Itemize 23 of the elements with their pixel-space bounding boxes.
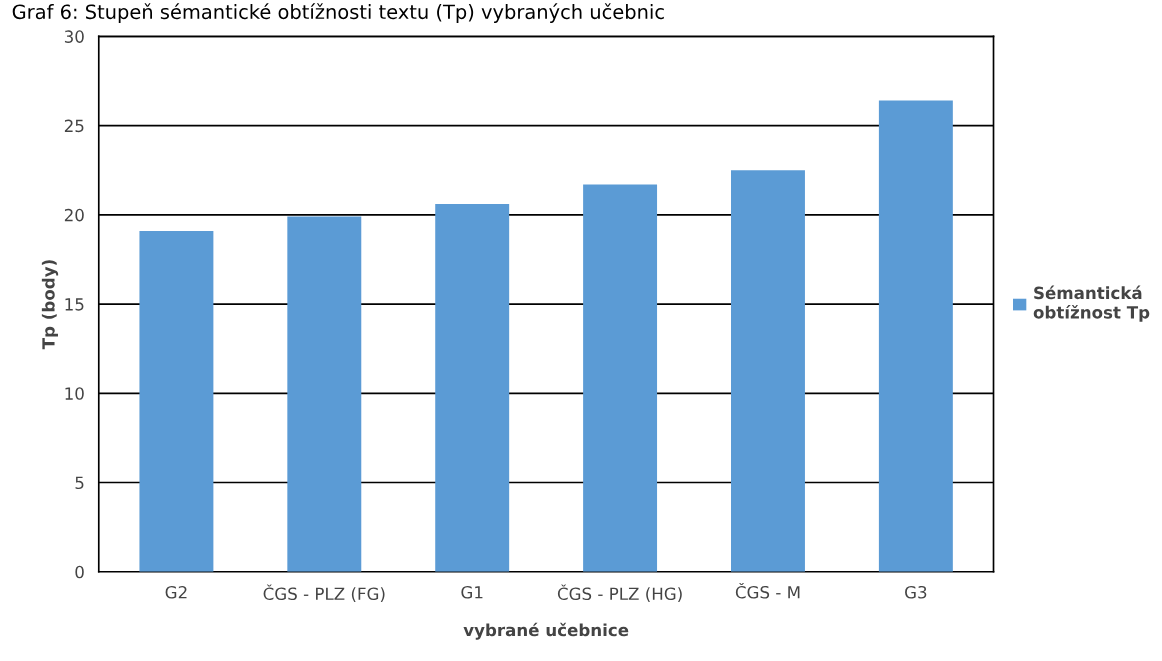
- x-tick-label: ČGS - PLZ (HG): [557, 584, 682, 603]
- chart-title: Graf 6: Stupeň sémantické obtížnosti textu (Tp) vybraných učebnic: [12, 3, 664, 23]
- bar: [583, 184, 658, 572]
- bar: [139, 230, 214, 572]
- y-tick-label: 10: [65, 387, 84, 400]
- y-tick-label: 0: [75, 565, 84, 579]
- y-tick-label: 5: [75, 476, 84, 490]
- bar: [287, 216, 362, 572]
- y-axis-title: Tp (body): [41, 260, 59, 350]
- x-axis-title: vybrané učebnice: [463, 622, 629, 640]
- y-tick-label: 15: [65, 298, 84, 311]
- x-tick-label: G2: [165, 585, 187, 599]
- x-tick-label: G1: [461, 585, 483, 599]
- x-tick-label: ČGS - PLZ (FG): [263, 584, 385, 603]
- x-tick-label: ČGS - M: [735, 582, 800, 599]
- y-tick-label: 20: [64, 208, 84, 222]
- y-tick-label: 25: [64, 119, 84, 133]
- bar: [435, 204, 510, 572]
- legend-label: Sémantická obtížnost Tp: [1033, 285, 1150, 322]
- y-tick-label: 30: [64, 30, 84, 43]
- bar: [878, 100, 953, 572]
- bar: [731, 170, 805, 572]
- x-tick-label: G3: [905, 585, 927, 599]
